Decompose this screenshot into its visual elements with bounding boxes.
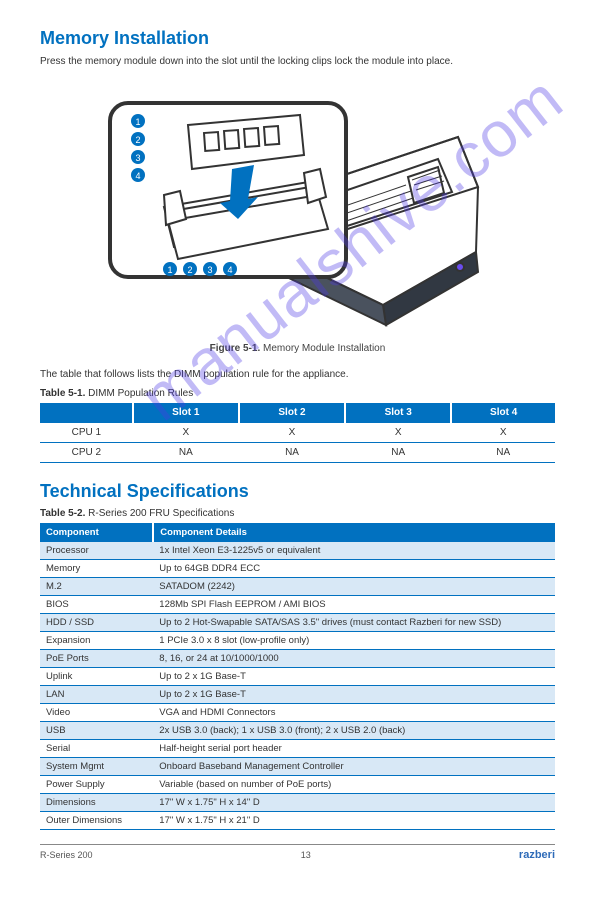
t2-cell-component: HDD / SSD [40, 614, 153, 632]
t1-h3: Slot 3 [345, 403, 451, 423]
t2-cell-component: Expansion [40, 632, 153, 650]
svg-text:1: 1 [135, 117, 140, 127]
t2-cell-component: Uplink [40, 668, 153, 686]
figure-memory-install: 1 2 3 4 1 2 3 4 [108, 77, 488, 337]
t1-h2: Slot 2 [239, 403, 345, 423]
table-row: Power SupplyVariable (based on number of… [40, 776, 555, 794]
table-row: BIOS128Mb SPI Flash EEPROM / AMI BIOS [40, 596, 555, 614]
table-row: MemoryUp to 64GB DDR4 ECC [40, 560, 555, 578]
t1-r0c2: X [239, 423, 345, 443]
table2-caption-prefix: Table 5-2. [40, 508, 88, 519]
table2-caption: Table 5-2. R-Series 200 FRU Specificatio… [40, 508, 555, 519]
t2-cell-detail: Up to 64GB DDR4 ECC [153, 560, 555, 578]
table-tech-specs: Component Component Details Processor1x … [40, 523, 555, 830]
t2-cell-detail: SATADOM (2242) [153, 578, 555, 596]
t2-h0: Component [40, 523, 153, 542]
t2-cell-component: Processor [40, 542, 153, 560]
table-row: PoE Ports8, 16, or 24 at 10/1000/1000 [40, 650, 555, 668]
t2-cell-detail: Up to 2 x 1G Base-T [153, 686, 555, 704]
table-row: SerialHalf-height serial port header [40, 740, 555, 758]
table-dimm-population: Slot 1 Slot 2 Slot 3 Slot 4 CPU 1 X X X … [40, 403, 555, 463]
t2-h1: Component Details [153, 523, 555, 542]
t2-cell-detail: 8, 16, or 24 at 10/1000/1000 [153, 650, 555, 668]
svg-text:2: 2 [135, 135, 140, 145]
table-row: CPU 2 NA NA NA NA [40, 443, 555, 463]
table-row: System MgmtOnboard Baseband Management C… [40, 758, 555, 776]
t2-cell-detail: Up to 2 x 1G Base-T [153, 668, 555, 686]
table-row: Dimensions17" W x 1.75" H x 14" D [40, 794, 555, 812]
t1-r1c0: CPU 2 [40, 443, 133, 463]
table2-caption-text: R-Series 200 FRU Specifications [88, 508, 234, 519]
page: manualshive.com Memory Installation Pres… [0, 0, 595, 881]
t2-cell-component: PoE Ports [40, 650, 153, 668]
t2-cell-component: Serial [40, 740, 153, 758]
memory-install-diagram-icon: 1 2 3 4 1 2 3 4 [108, 77, 488, 337]
t1-r0c1: X [133, 423, 239, 443]
t2-cell-detail: VGA and HDMI Connectors [153, 704, 555, 722]
t1-r0c3: X [345, 423, 451, 443]
t1-r1c1: NA [133, 443, 239, 463]
t2-cell-component: Video [40, 704, 153, 722]
t2-cell-detail: 1 PCIe 3.0 x 8 slot (low-profile only) [153, 632, 555, 650]
table-row: UplinkUp to 2 x 1G Base-T [40, 668, 555, 686]
t1-h4: Slot 4 [451, 403, 555, 423]
page-footer: R-Series 200 13 razberi [40, 844, 555, 861]
dimm-intro: The table that follows lists the DIMM po… [40, 368, 555, 382]
table-row: CPU 1 X X X X [40, 423, 555, 443]
t2-cell-component: Dimensions [40, 794, 153, 812]
svg-text:1: 1 [167, 265, 172, 275]
t1-r1c2: NA [239, 443, 345, 463]
footer-brand: razberi [519, 849, 555, 861]
table-row: Outer Dimensions17" W x 1.75" H x 21" D [40, 812, 555, 830]
t1-r1c4: NA [451, 443, 555, 463]
t2-cell-detail: 17" W x 1.75" H x 21" D [153, 812, 555, 830]
intro-paragraph: Press the memory module down into the sl… [40, 55, 555, 69]
t2-cell-detail: Half-height serial port header [153, 740, 555, 758]
t1-h0 [40, 403, 133, 423]
t2-cell-component: BIOS [40, 596, 153, 614]
table-row: HDD / SSDUp to 2 Hot-Swapable SATA/SAS 3… [40, 614, 555, 632]
svg-text:3: 3 [207, 265, 212, 275]
t1-r1c3: NA [345, 443, 451, 463]
t2-cell-detail: 2x USB 3.0 (back); 1 x USB 3.0 (front); … [153, 722, 555, 740]
t2-cell-component: Memory [40, 560, 153, 578]
t2-cell-component: M.2 [40, 578, 153, 596]
table1-caption-text: DIMM Population Rules [88, 388, 193, 399]
t2-cell-component: System Mgmt [40, 758, 153, 776]
section-title: Memory Installation [40, 28, 555, 49]
t2-cell-component: Power Supply [40, 776, 153, 794]
t1-r0c0: CPU 1 [40, 423, 133, 443]
figure-caption: Figure 5-1. Memory Module Installation [40, 343, 555, 354]
t1-h1: Slot 1 [133, 403, 239, 423]
table-row: VideoVGA and HDMI Connectors [40, 704, 555, 722]
table-row: Processor1x Intel Xeon E3-1225v5 or equi… [40, 542, 555, 560]
t2-cell-component: LAN [40, 686, 153, 704]
table-row: LANUp to 2 x 1G Base-T [40, 686, 555, 704]
t1-r0c4: X [451, 423, 555, 443]
svg-text:3: 3 [135, 153, 140, 163]
t2-cell-detail: Variable (based on number of PoE ports) [153, 776, 555, 794]
t2-cell-component: Outer Dimensions [40, 812, 153, 830]
table-row: Expansion1 PCIe 3.0 x 8 slot (low-profil… [40, 632, 555, 650]
footer-left: R-Series 200 [40, 850, 93, 860]
t2-cell-component: USB [40, 722, 153, 740]
svg-text:4: 4 [135, 171, 140, 181]
t2-cell-detail: Up to 2 Hot-Swapable SATA/SAS 3.5" drive… [153, 614, 555, 632]
t2-cell-detail: Onboard Baseband Management Controller [153, 758, 555, 776]
figure-caption-prefix: Figure 5-1. [210, 343, 263, 354]
table-row: USB2x USB 3.0 (back); 1 x USB 3.0 (front… [40, 722, 555, 740]
tech-specs-title: Technical Specifications [40, 481, 555, 502]
table1-caption-prefix: Table 5-1. [40, 388, 88, 399]
svg-text:2: 2 [187, 265, 192, 275]
t2-cell-detail: 128Mb SPI Flash EEPROM / AMI BIOS [153, 596, 555, 614]
t2-cell-detail: 17" W x 1.75" H x 14" D [153, 794, 555, 812]
figure-caption-text: Memory Module Installation [263, 343, 385, 354]
table1-caption: Table 5-1. DIMM Population Rules [40, 388, 555, 399]
svg-text:4: 4 [227, 265, 232, 275]
footer-page-number: 13 [301, 850, 311, 860]
t2-cell-detail: 1x Intel Xeon E3-1225v5 or equivalent [153, 542, 555, 560]
table-row: M.2SATADOM (2242) [40, 578, 555, 596]
